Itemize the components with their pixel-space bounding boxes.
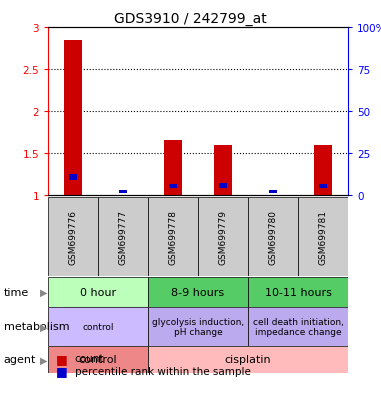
Text: GSM699776: GSM699776 (69, 209, 77, 264)
Bar (319, 184, 327, 189)
Bar (269, 191, 277, 194)
Text: agent: agent (4, 355, 36, 365)
Text: control: control (79, 355, 117, 365)
Text: GSM699779: GSM699779 (218, 209, 227, 264)
Bar (48, 197, 98, 276)
Bar (148, 307, 248, 346)
Text: count: count (75, 354, 104, 363)
Bar (148, 277, 248, 307)
Bar (248, 197, 298, 276)
Text: 0 hour: 0 hour (80, 287, 116, 297)
Text: GDS3910 / 242799_at: GDS3910 / 242799_at (114, 12, 267, 26)
Bar (248, 307, 348, 346)
Text: ■: ■ (56, 364, 67, 377)
Text: GSM699781: GSM699781 (319, 209, 328, 264)
Text: GSM699780: GSM699780 (269, 209, 277, 264)
Text: 8-9 hours: 8-9 hours (171, 287, 224, 297)
Bar (248, 277, 348, 307)
Bar (64, 40, 82, 195)
Bar (219, 184, 227, 189)
Text: ▶: ▶ (40, 355, 48, 365)
Text: glycolysis induction,
pH change: glycolysis induction, pH change (152, 317, 244, 336)
Bar (48, 277, 148, 307)
Bar (169, 184, 178, 189)
Text: cisplatin: cisplatin (225, 355, 271, 365)
Bar (214, 145, 232, 195)
Text: control: control (82, 322, 114, 331)
Text: cell death initiation,
impedance change: cell death initiation, impedance change (253, 317, 343, 336)
Bar (148, 346, 348, 373)
Text: 10-11 hours: 10-11 hours (264, 287, 331, 297)
Bar (118, 191, 127, 194)
Bar (98, 197, 148, 276)
Bar (148, 197, 198, 276)
Bar (69, 175, 77, 180)
Bar (48, 346, 148, 373)
Text: GSM699777: GSM699777 (118, 209, 128, 264)
Text: GSM699778: GSM699778 (168, 209, 178, 264)
Bar (164, 141, 182, 195)
Text: ▶: ▶ (40, 322, 48, 332)
Bar (298, 197, 348, 276)
Text: metabolism: metabolism (4, 322, 69, 332)
Text: time: time (4, 287, 29, 297)
Text: percentile rank within the sample: percentile rank within the sample (75, 366, 251, 376)
Bar (198, 197, 248, 276)
Bar (48, 307, 148, 346)
Text: ■: ■ (56, 352, 67, 365)
Text: ▶: ▶ (40, 287, 48, 297)
Bar (314, 145, 332, 195)
